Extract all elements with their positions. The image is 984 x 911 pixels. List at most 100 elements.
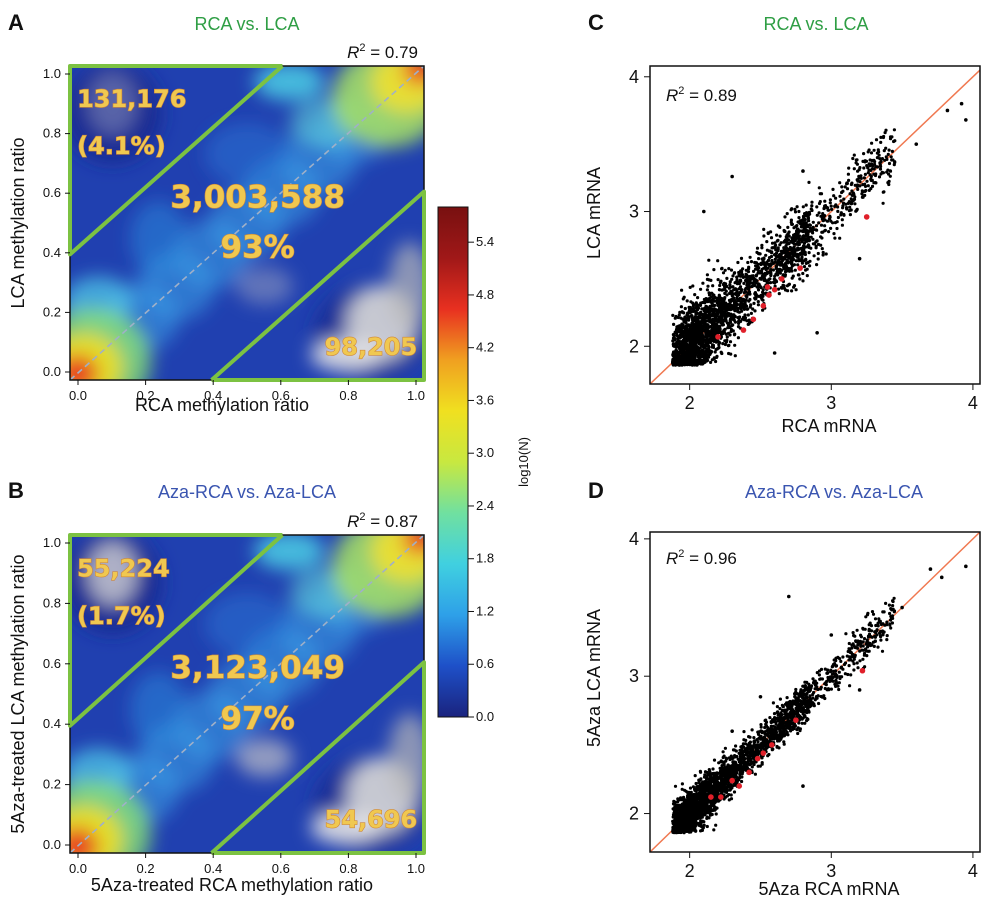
scatter-point xyxy=(834,678,838,683)
scatter-point xyxy=(725,321,730,325)
scatter-point xyxy=(704,343,708,347)
scatter-point xyxy=(878,167,883,171)
density-blob xyxy=(310,811,382,844)
scatter-point xyxy=(816,257,820,261)
scatter-point xyxy=(855,628,859,632)
scatter-point xyxy=(754,267,758,271)
scatter-point xyxy=(820,230,824,234)
scatter-point xyxy=(847,664,851,668)
scatter-point xyxy=(841,201,846,205)
scatter-point xyxy=(773,716,777,721)
scatter-point xyxy=(796,231,800,235)
scatter-point xyxy=(873,617,878,621)
scatter-point xyxy=(887,172,891,176)
scatter-point xyxy=(693,337,697,341)
scatter-point xyxy=(731,285,735,289)
scatter-point xyxy=(887,179,891,183)
scatter-point xyxy=(743,313,747,317)
scatter-point xyxy=(757,282,761,287)
scatter-point xyxy=(805,237,809,241)
scatter-point xyxy=(687,343,691,347)
scatter-point xyxy=(709,360,713,364)
scatter-point xyxy=(823,229,827,233)
scatter-point xyxy=(692,324,696,329)
scatter-point xyxy=(803,250,807,254)
scatter-point xyxy=(701,281,705,285)
scatter-point xyxy=(724,756,728,760)
scatter-point xyxy=(829,219,833,223)
scatter-point xyxy=(677,339,682,343)
scatter-point xyxy=(879,140,883,144)
scatter-point xyxy=(699,335,703,339)
scatter-point xyxy=(864,188,868,193)
scatter-point xyxy=(717,786,721,790)
scatter-point xyxy=(847,178,851,182)
scatter-point xyxy=(773,729,777,733)
panel-b: B Aza-RCA vs. Aza-LCA R2 = 0.87 55,224(1… xyxy=(8,478,426,895)
scatter-point xyxy=(791,727,795,732)
scatter-point xyxy=(770,241,775,245)
scatter-point xyxy=(870,141,874,145)
panel-a: A RCA vs. LCA R2 = 0.79 131,176(4.1%)3,0… xyxy=(8,10,426,415)
scatter-point xyxy=(771,701,776,705)
scatter-point xyxy=(855,184,860,189)
scatter-point xyxy=(672,338,677,342)
scatter-point xyxy=(867,627,871,631)
scatter-point xyxy=(737,768,741,772)
scatter-point xyxy=(702,352,706,356)
scatter-point xyxy=(884,128,888,132)
scatter-point xyxy=(715,355,719,359)
scatter-point xyxy=(680,333,684,337)
scatter-point xyxy=(762,227,766,231)
scatter-point xyxy=(690,332,694,336)
panel-label-b: B xyxy=(8,478,24,503)
scatter-point xyxy=(694,312,698,316)
scatter-point xyxy=(801,235,805,239)
scatter-point xyxy=(766,270,770,274)
scatter-point xyxy=(810,204,814,208)
scatter-point xyxy=(797,258,801,262)
scatter-point xyxy=(786,238,790,242)
scatter-point xyxy=(742,281,746,285)
x-tick-label: 0.4 xyxy=(204,861,222,876)
scatter-point xyxy=(827,230,831,234)
scatter-point xyxy=(737,287,741,291)
scatter-point xyxy=(879,622,884,627)
scatter-point xyxy=(753,260,757,265)
scatter-point xyxy=(683,788,687,792)
scatter-point xyxy=(723,327,727,331)
scatter-point xyxy=(892,596,896,600)
scatter-point xyxy=(774,266,778,271)
scatter-point xyxy=(839,213,843,217)
scatter-point xyxy=(869,178,874,183)
scatter-point xyxy=(731,323,735,327)
scatter-point xyxy=(764,262,768,266)
scatter-point xyxy=(798,277,802,281)
scatter-point xyxy=(828,201,832,205)
x-tick-label: 4 xyxy=(968,393,978,413)
scatter-point xyxy=(747,735,751,739)
scatter-point xyxy=(793,268,797,272)
scatter-point xyxy=(780,261,784,265)
scatter-point xyxy=(832,194,836,198)
scatter-point xyxy=(776,287,781,291)
scatter-point xyxy=(838,194,842,198)
scatter-point xyxy=(871,612,876,616)
scatter-point xyxy=(702,820,706,824)
scatter-point xyxy=(879,635,883,639)
scatter-point xyxy=(824,252,828,256)
scatter-point xyxy=(673,331,677,335)
scatter-point xyxy=(870,610,875,614)
scatter-point xyxy=(689,339,693,343)
scatter-point xyxy=(776,238,780,242)
scatter-point xyxy=(803,225,807,229)
scatter-point xyxy=(816,251,820,256)
scatter-point xyxy=(831,187,835,191)
scatter-point xyxy=(793,207,797,211)
scatter-point xyxy=(759,734,763,739)
colorbar-label: log10(N) xyxy=(516,437,531,487)
scatter-point xyxy=(842,197,846,201)
scatter-point xyxy=(676,315,680,320)
scatter-point xyxy=(804,203,808,207)
